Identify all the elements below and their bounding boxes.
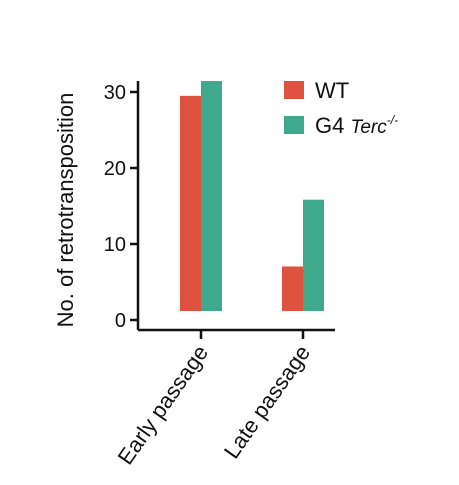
y-axis-title: No. of retrotransposition (53, 93, 78, 328)
legend-label-g4: G4 Terc-/- (315, 113, 398, 138)
x-category-label-1: Late passage (219, 341, 315, 464)
ticks-group: 0 10 20 30 (104, 82, 138, 332)
y-tick-label-0: 0 (115, 310, 126, 332)
bar-g4-late (303, 199, 324, 311)
y-tick-label-20: 20 (104, 158, 126, 180)
category-labels-group: Early passage Late passage (113, 330, 315, 469)
legend-label-wt: WT (315, 78, 349, 103)
bar-g4-early (201, 81, 222, 311)
y-tick-label-10: 10 (104, 234, 126, 256)
x-category-label-0: Early passage (113, 341, 213, 470)
bar-wt-early (180, 95, 201, 311)
bars-group (180, 81, 324, 311)
legend: WT G4 Terc-/- (284, 78, 398, 138)
legend-swatch-wt (284, 81, 304, 99)
legend-swatch-g4 (284, 116, 304, 134)
bar-wt-late (282, 266, 303, 311)
y-tick-label-30: 30 (104, 82, 126, 104)
